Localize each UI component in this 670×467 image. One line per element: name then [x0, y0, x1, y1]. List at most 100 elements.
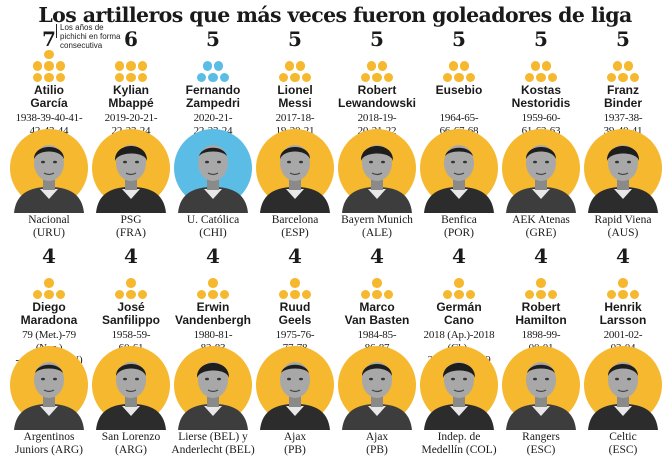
player-club: Barcelona (ESP)	[271, 214, 319, 239]
title-dot	[547, 72, 558, 83]
title-dots	[601, 50, 645, 83]
title-dots	[27, 267, 71, 300]
player-portrait-icon	[8, 340, 90, 430]
title-dot	[454, 278, 464, 288]
player-portrait-icon	[500, 340, 582, 430]
title-dot	[44, 289, 54, 300]
player-name: Germán Cano	[436, 300, 482, 327]
player-name: José Sanfilippo	[102, 300, 160, 327]
player-club: Celtic (ESC)	[608, 431, 638, 456]
title-count: 4	[42, 244, 56, 268]
title-dot	[536, 289, 546, 300]
title-dot	[442, 289, 453, 300]
title-dot	[278, 72, 289, 83]
title-count: 4	[452, 244, 466, 268]
title-dots	[191, 267, 235, 300]
title-dot	[383, 289, 394, 300]
title-dot	[618, 278, 628, 288]
title-dot	[55, 289, 66, 300]
player-name: Robert Hamilton	[515, 300, 567, 327]
title-dot	[219, 72, 230, 83]
title-count: 5	[288, 27, 302, 51]
title-count: 5	[616, 27, 630, 51]
title-dots	[437, 267, 481, 300]
title-dots	[355, 50, 399, 83]
title-dot	[618, 289, 628, 300]
player-portrait-icon	[8, 123, 90, 213]
player-name: Ruud Geels	[278, 300, 312, 327]
player-portrait-icon	[418, 123, 500, 213]
title-dot	[629, 289, 640, 300]
title-dot	[606, 72, 617, 83]
title-dot	[530, 61, 541, 71]
title-dot	[44, 61, 54, 71]
players-row-top: 7AtilioGarcía1938-39-40-41-42-43-44Nacio…	[8, 28, 664, 246]
title-count: 5	[370, 27, 384, 51]
title-dot	[196, 289, 207, 300]
title-dot	[442, 72, 453, 83]
title-dot	[202, 61, 213, 71]
title-count: 6	[124, 27, 138, 51]
title-dot	[219, 289, 230, 300]
title-dot	[295, 61, 306, 71]
player-club: U. Católica (CHI)	[186, 214, 240, 239]
title-dot	[137, 289, 148, 300]
title-dot	[301, 289, 312, 300]
player-club: Benfica (POR)	[441, 214, 477, 239]
player-club: Lierse (BEL) y Anderlecht (BEL)	[171, 431, 255, 456]
title-dot	[114, 72, 125, 83]
title-dot	[32, 72, 43, 83]
title-dots	[437, 50, 481, 83]
player-club: PSG (FRA)	[115, 214, 147, 239]
title-dot	[213, 61, 224, 71]
title-dot	[290, 278, 300, 288]
title-dot	[465, 289, 476, 300]
note-leader-line	[56, 24, 57, 38]
player-name: Henrik Larsson	[599, 300, 647, 327]
player-portrait-icon	[254, 123, 336, 213]
player-portrait-icon	[582, 123, 664, 213]
player-name: Robert Lewandowski	[337, 83, 417, 110]
player-club: Rapid Viena (AUS)	[594, 214, 652, 239]
player-portrait-icon	[254, 340, 336, 430]
consecutive-years-note: Los años de pichichi en forma consecutiv…	[60, 23, 121, 50]
title-dots	[109, 267, 153, 300]
player-club: Ajax (PB)	[365, 431, 389, 456]
title-dots	[355, 267, 399, 300]
title-dot	[541, 61, 552, 71]
title-dot	[524, 72, 535, 83]
title-count: 5	[534, 27, 548, 51]
title-dot	[629, 72, 640, 83]
title-dot	[454, 289, 464, 300]
title-dot	[372, 72, 382, 83]
title-dot	[360, 72, 371, 83]
title-dot	[383, 72, 394, 83]
player-name: Kylian Mbappé	[108, 83, 154, 110]
title-dots	[601, 267, 645, 300]
player-portrait-icon	[90, 340, 172, 430]
title-dots	[191, 50, 235, 83]
player-portrait-icon	[336, 340, 418, 430]
title-dot	[547, 289, 558, 300]
title-dot	[114, 289, 125, 300]
title-dot	[114, 61, 125, 71]
title-count: 4	[616, 244, 630, 268]
title-dot	[44, 49, 54, 60]
player-name: Marco Van Basten	[344, 300, 410, 327]
title-dot	[606, 289, 617, 300]
player-name: Lionel Messi	[277, 83, 313, 110]
title-dot	[126, 72, 136, 83]
title-dot	[44, 72, 54, 83]
title-dot	[290, 289, 300, 300]
title-count: 7	[42, 27, 56, 51]
title-count: 4	[206, 244, 220, 268]
title-dot	[278, 289, 289, 300]
title-dot	[55, 61, 66, 71]
